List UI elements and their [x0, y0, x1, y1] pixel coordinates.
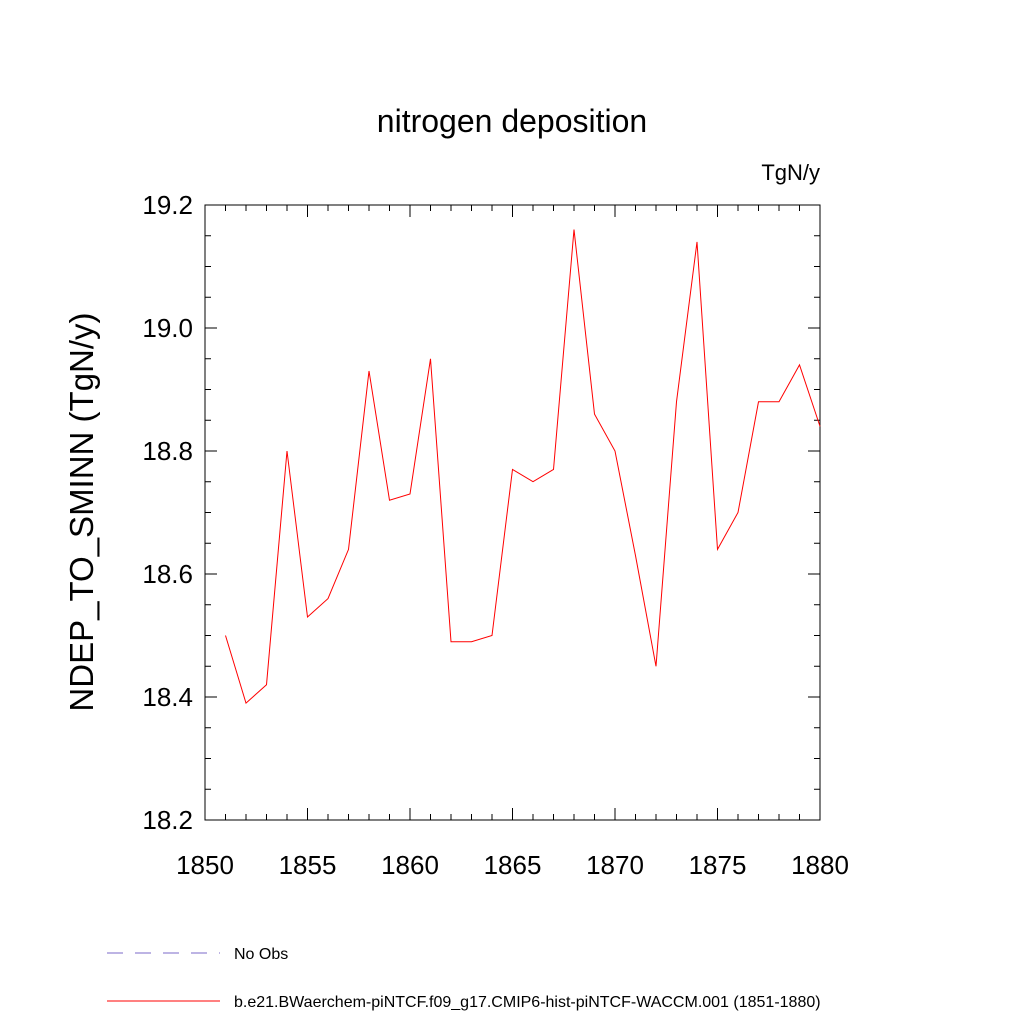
x-tick-label: 1865 [484, 850, 542, 880]
data-point [450, 640, 453, 643]
data-point [614, 450, 617, 453]
data-point [757, 400, 760, 403]
data-point [511, 468, 514, 471]
data-point [716, 548, 719, 551]
y-tick-label: 19.0 [142, 313, 193, 343]
data-point [819, 425, 822, 428]
data-point [327, 597, 330, 600]
chart-title: nitrogen deposition [377, 103, 647, 139]
data-point [306, 616, 309, 619]
data-point [470, 640, 473, 643]
y-axis-label: NDEP_TO_SMINN (TgN/y) [63, 312, 100, 711]
units-label: TgN/y [761, 160, 820, 185]
y-tick-label: 18.2 [142, 805, 193, 835]
y-tick-label: 18.6 [142, 559, 193, 589]
data-point [224, 634, 227, 637]
data-point [798, 363, 801, 366]
series-layer [224, 228, 822, 705]
data-point [675, 400, 678, 403]
data-point [409, 493, 412, 496]
data-point [532, 480, 535, 483]
data-point [634, 554, 637, 557]
x-tick-label: 1855 [279, 850, 337, 880]
x-tick-label: 1850 [176, 850, 234, 880]
data-point [347, 548, 350, 551]
x-tick-label: 1870 [586, 850, 644, 880]
data-point [429, 357, 432, 360]
data-point [778, 400, 781, 403]
plot-frame [204, 204, 821, 821]
data-point [245, 702, 248, 705]
data-point [655, 665, 658, 668]
legend-label: No Obs [234, 946, 288, 963]
x-tick-label: 1880 [791, 850, 849, 880]
y-tick-label: 18.8 [142, 436, 193, 466]
data-point [573, 228, 576, 231]
data-point [491, 634, 494, 637]
data-point [286, 450, 289, 453]
legend: No Obs b.e21.BWaerchem-piNTCF.f09_g17.CMI… [107, 946, 821, 1011]
axis-ticks: 1850 1855 1860 1865 1870 1875 1880 18.2 18.4 18.6… [142, 190, 849, 880]
data-point [696, 240, 699, 243]
x-tick-label: 1875 [689, 850, 747, 880]
data-point [737, 511, 740, 514]
legend-label: b.e21.BWaerchem-piNTCF.f09_g17.CMIP6-his… [234, 994, 821, 1011]
x-tick-label: 1860 [381, 850, 439, 880]
y-tick-label: 18.4 [142, 682, 193, 712]
y-tick-label: 19.2 [142, 190, 193, 220]
data-point [593, 413, 596, 416]
data-point [552, 468, 555, 471]
data-point [368, 370, 371, 373]
data-point [388, 499, 391, 502]
series-line [225, 229, 821, 704]
data-point [265, 683, 268, 686]
